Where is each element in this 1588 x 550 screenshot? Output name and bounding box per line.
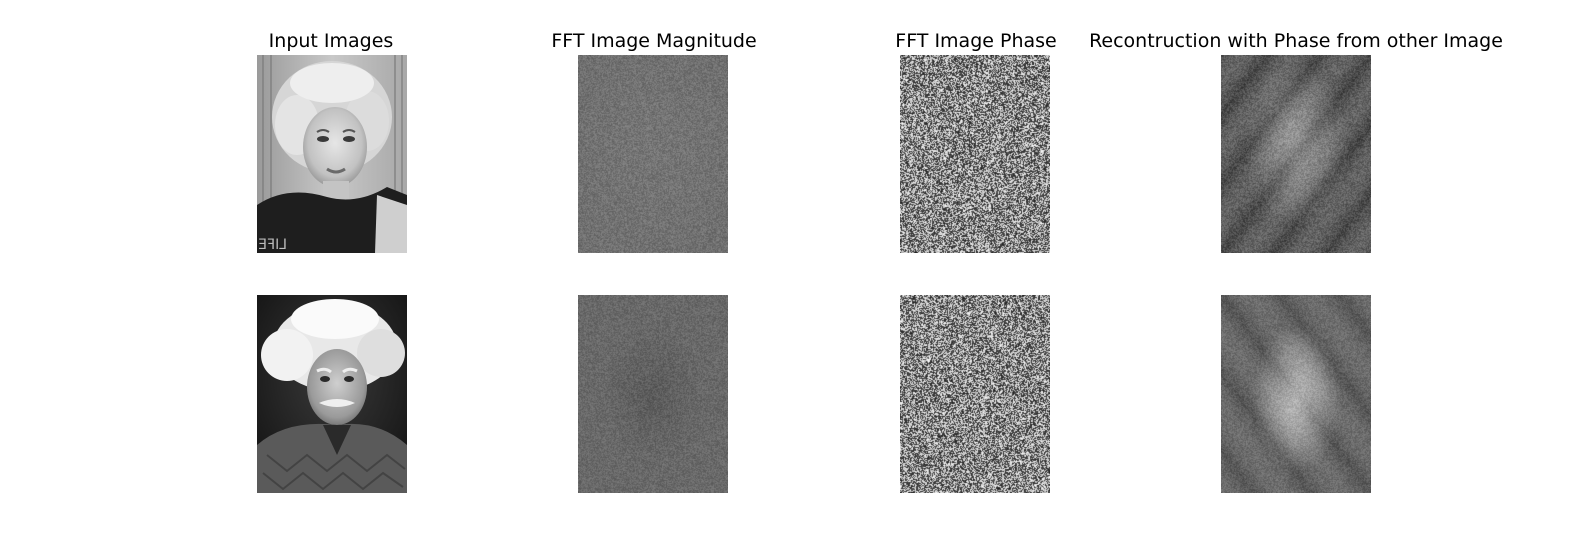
input-image-man <box>257 295 407 493</box>
fft-magnitude-row1 <box>578 55 728 253</box>
fft-phase-canvas <box>900 55 1050 253</box>
reconstruction-row1 <box>1221 55 1371 253</box>
fft-magnitude-canvas <box>578 55 728 253</box>
svg-text:LIFE: LIFE <box>258 237 287 253</box>
fft-magnitude-canvas <box>578 295 728 493</box>
fft-phase-canvas <box>900 295 1050 493</box>
column-title-reconstruction: Recontruction with Phase from other Imag… <box>1089 30 1503 52</box>
input-image-woman: LIFE <box>257 55 407 253</box>
fft-phase-row1 <box>900 55 1050 253</box>
column-title-fft-phase: FFT Image Phase <box>895 30 1057 52</box>
fft-phase-row2 <box>900 295 1050 493</box>
reconstruction-row2 <box>1221 295 1371 493</box>
column-title-input-images: Input Images <box>268 30 394 52</box>
column-title-fft-magnitude: FFT Image Magnitude <box>551 30 757 52</box>
reconstruction-canvas <box>1221 295 1371 493</box>
reconstruction-canvas <box>1221 55 1371 253</box>
fft-magnitude-row2 <box>578 295 728 493</box>
portrait-woman-image: LIFE <box>257 55 407 253</box>
portrait-man-image <box>257 295 407 493</box>
